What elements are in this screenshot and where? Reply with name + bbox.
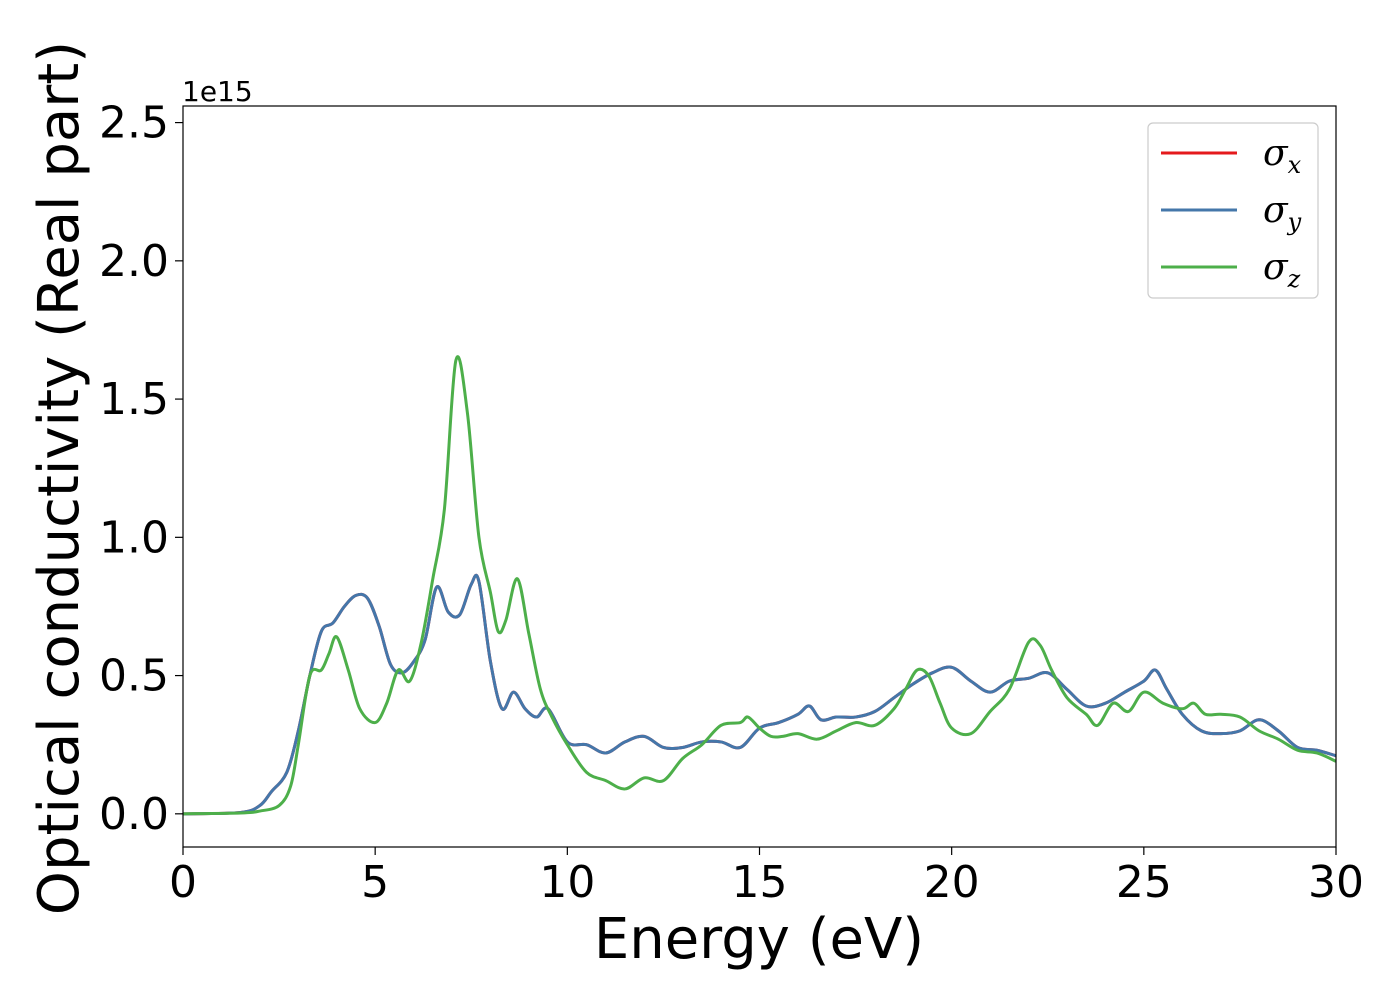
x-axis-title: Energy (eV) — [594, 907, 924, 972]
series-line-z — [182, 355, 1337, 816]
x-tick-label: 25 — [1116, 857, 1172, 908]
x-tick-label: 30 — [1308, 857, 1364, 908]
series-lines — [182, 355, 1337, 816]
y-tick-label: 1.0 — [99, 512, 169, 563]
y-offset-label: 1e15 — [182, 75, 253, 108]
x-tick-label: 15 — [732, 857, 788, 908]
y-tick-label: 0.0 — [99, 789, 169, 840]
x-tick-label: 20 — [924, 857, 980, 908]
y-tick-label: 1.5 — [99, 374, 169, 425]
x-axis: 0 5 10 15 20 25 30 — [169, 847, 1364, 908]
y-tick-label: 2.0 — [99, 236, 169, 287]
x-tick-label: 5 — [361, 857, 389, 908]
y-tick-label: 2.5 — [99, 98, 169, 149]
legend-label-x: σx — [1263, 133, 1302, 179]
y-axis-title: Optical conductivity (Real part) — [27, 41, 92, 915]
legend: σx σy σz — [1147, 122, 1319, 299]
series-line-y — [182, 573, 1337, 816]
x-tick-label: 10 — [539, 857, 595, 908]
legend-label-y: σy — [1263, 190, 1302, 236]
x-tick-label: 0 — [169, 857, 197, 908]
y-axis: 0.0 0.5 1.0 1.5 2.0 2.5 — [99, 98, 183, 840]
y-tick-label: 0.5 — [99, 651, 169, 702]
legend-label-z: σz — [1263, 247, 1301, 293]
